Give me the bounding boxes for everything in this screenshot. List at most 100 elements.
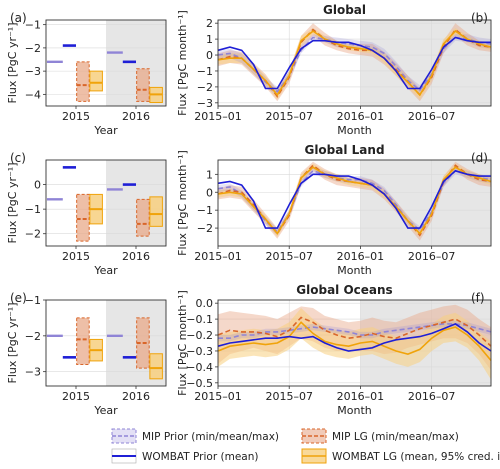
mip-lg-line: [217, 28, 492, 98]
y-tick-label: −2: [25, 42, 41, 55]
y-tick-label: −1: [197, 204, 213, 217]
plot-frame: [45, 159, 167, 247]
y-tick-label: −3: [25, 366, 41, 379]
panel-title: Global Land: [304, 143, 384, 157]
x-axis-label: Year: [93, 264, 118, 277]
mip-prior-band: [218, 320, 491, 342]
wombat-lg-box: [149, 353, 163, 380]
y-tick-label: 0: [34, 179, 41, 192]
x-tick-label: 2015: [62, 250, 90, 263]
shaded-region: [360, 20, 491, 106]
wombat-lg-line: [217, 166, 492, 235]
plot-frame: [217, 299, 492, 387]
x-tick-label: 2015–01: [194, 390, 242, 403]
wombat-prior-line: [217, 36, 491, 90]
legend-wombat-lg-label: WOMBAT LG (mean, 95% cred. int.): [332, 451, 500, 463]
legend-wombat-prior-label: WOMBAT Prior (mean): [142, 451, 258, 463]
mip-lg-line: [217, 316, 492, 347]
plot-frame: [45, 19, 167, 107]
panel-tag: (f): [471, 291, 485, 305]
y-axis-label: Flux [PgC yr⁻¹]: [6, 303, 19, 384]
mip-prior-line: [217, 36, 492, 93]
y-tick-label: −1: [25, 19, 41, 32]
y-tick-label: 0: [206, 49, 213, 62]
x-tick-label: 2015–07: [265, 250, 313, 263]
x-tick-label: 2015–01: [194, 250, 242, 263]
box-panel-c: 0 −1 −2 2015 2016 (c) Year Flux [PgC yr⁻¹]: [6, 151, 167, 277]
x-axis-label: Year: [93, 124, 118, 137]
x-tick-label: 2015–01: [194, 110, 242, 123]
y-tick-label: −2: [25, 330, 41, 343]
wombat-lg-line: [217, 30, 492, 97]
panel-title: Global Oceans: [296, 283, 392, 297]
y-tick-label: −0.5: [186, 377, 213, 390]
panel-tag: (e): [10, 291, 27, 305]
x-tick-label: 2016: [122, 390, 150, 403]
y-tick-label: 0: [206, 186, 213, 199]
box-panel-e: −1 −2 −3 2015 2016 (e) Year Flux [PgC yr⁻¹]: [6, 291, 167, 417]
y-tick-label: −0.3: [186, 345, 213, 358]
y-tick-label: 1: [206, 168, 213, 181]
y-tick-label: −0.2: [186, 329, 213, 342]
plot-frame: [217, 19, 492, 107]
mip-lg-box: [76, 317, 90, 365]
panel-tag: (d): [471, 151, 488, 165]
mip-prior-line: [218, 323, 492, 339]
line-panel-d: 1 0 −1 −2 2015–01 2015–07 2016–01 2016–07 Global…: [176, 143, 492, 277]
x-tick-label: 2016–07: [408, 250, 456, 263]
y-tick-label: −2: [197, 222, 213, 235]
x-tick-label: 2015: [62, 110, 90, 123]
wombat-prior-line: [217, 322, 492, 352]
x-tick-label: 2016: [122, 110, 150, 123]
y-tick-label: −1: [25, 203, 41, 216]
y-tick-label: −3: [25, 65, 41, 78]
y-axis-label: Flux [PgC yr⁻¹]: [6, 163, 19, 244]
y-tick-label: −3: [197, 97, 213, 110]
panel-title: Global: [323, 3, 366, 17]
mip-lg-box: [76, 61, 90, 102]
y-tick-label: −2: [197, 81, 213, 94]
y-axis-label: Flux [PgC month⁻¹]: [176, 10, 189, 116]
y-tick-label: −4: [25, 88, 41, 101]
y-tick-label: −1: [25, 294, 41, 307]
y-axis-label: Flux [PgC month⁻¹]: [176, 290, 189, 396]
plot-frame: [45, 299, 167, 387]
mip-prior-line: [217, 169, 492, 233]
y-tick-label: 1: [206, 33, 213, 46]
x-tick-label: 2016–01: [337, 390, 385, 403]
y-tick-label: −0.1: [186, 313, 213, 326]
y-tick-label: −2: [25, 228, 41, 241]
wombat-lg-line: [217, 321, 492, 362]
x-tick-label: 2016–01: [337, 110, 385, 123]
panel-tag: (a): [10, 11, 27, 25]
y-tick-label: −0.4: [186, 361, 213, 374]
box-panel-a: −1 −2 −3 −4 2015 2016 (a) Year Flux [PgC yr⁻¹]: [6, 11, 167, 137]
x-axis-label: Month: [337, 404, 372, 417]
wombat-prior-line: [217, 169, 491, 229]
x-axis-label: Month: [337, 124, 372, 137]
legend-mip-lg-label: MIP LG (min/mean/max): [332, 431, 459, 443]
x-axis-label: Month: [337, 264, 372, 277]
wombat-lg-box: [149, 196, 163, 227]
x-tick-label: 2015: [62, 390, 90, 403]
legend-mip-prior-label: MIP Prior (min/mean/max): [142, 431, 279, 443]
y-tick-label: 2: [206, 17, 213, 30]
mip-lg-box: [136, 198, 150, 237]
y-tick-label: −1: [197, 65, 213, 78]
mip-lg-box: [136, 68, 150, 102]
x-tick-label: 2015–07: [265, 110, 313, 123]
wombat-lg-box: [89, 70, 103, 92]
plot-frame: [217, 159, 492, 247]
y-axis-label: Flux [PgC yr⁻¹]: [6, 23, 19, 104]
x-axis-label: Year: [93, 404, 118, 417]
mip-lg-box: [76, 193, 90, 242]
x-tick-label: 2016: [122, 250, 150, 263]
panel-tag: (c): [10, 151, 26, 165]
y-tick-label: 0.0: [196, 297, 214, 310]
x-tick-label: 2016–07: [408, 390, 456, 403]
y-axis-label: Flux [PgC month⁻¹]: [176, 150, 189, 256]
panel-tag: (b): [471, 11, 488, 25]
